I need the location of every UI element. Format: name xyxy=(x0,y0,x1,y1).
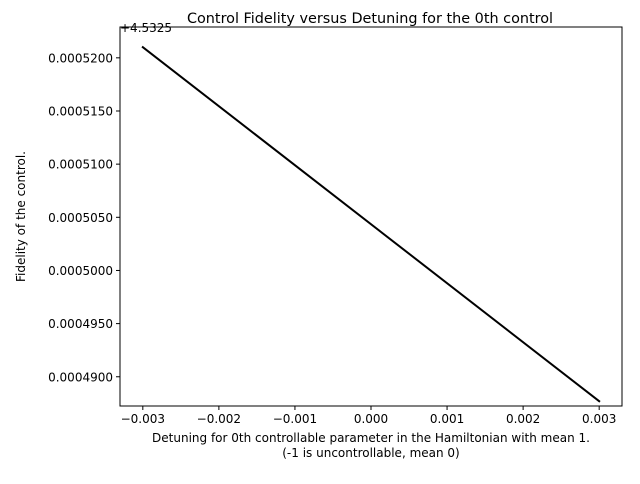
x-tick-label: 0.001 xyxy=(430,412,464,426)
x-tick-label: −0.003 xyxy=(121,412,165,426)
x-axis: −0.003 −0.002 −0.001 0.000 0.001 0.002 0.003 xyxy=(121,406,616,426)
y-tick-label: 0.0005200 xyxy=(48,51,113,65)
y-tick-label: 0.0005100 xyxy=(48,158,113,172)
y-axis-label: Fidelity of the control. xyxy=(14,151,28,282)
x-tick-label: 0.002 xyxy=(506,412,540,426)
plot-area xyxy=(141,45,601,403)
y-offset-label: +4.5325 xyxy=(120,21,172,35)
fidelity-line xyxy=(141,45,601,403)
y-tick-label: 0.0005050 xyxy=(48,211,113,225)
y-tick-label: 0.0004950 xyxy=(48,317,113,331)
x-axis-label-line2: (-1 is uncontrollable, mean 0) xyxy=(282,446,459,460)
y-axis: 0.0004900 0.0004950 0.0005000 0.0005050 0.00… xyxy=(48,51,120,384)
x-tick-label: −0.002 xyxy=(197,412,241,426)
chart-title: Control Fidelity versus Detuning for the… xyxy=(187,11,553,27)
y-tick-label: 0.0004900 xyxy=(48,370,113,384)
x-tick-label: 0.000 xyxy=(354,412,388,426)
x-tick-label: −0.001 xyxy=(273,412,317,426)
y-tick-label: 0.0005150 xyxy=(48,104,113,118)
x-axis-label-line1: Detuning for 0th controllable parameter … xyxy=(152,431,590,445)
y-tick-label: 0.0005000 xyxy=(48,264,113,278)
x-tick-label: 0.003 xyxy=(582,412,616,426)
